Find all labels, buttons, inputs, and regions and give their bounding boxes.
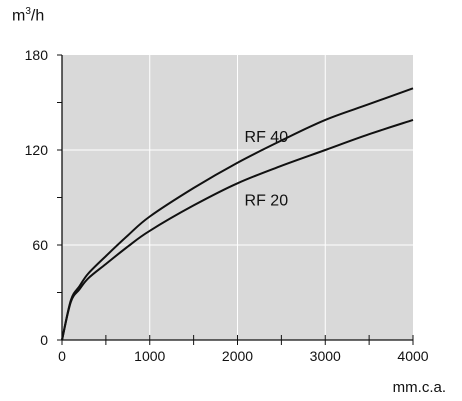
y-tick-label: 180: [25, 47, 49, 63]
x-tick-label: 2000: [222, 348, 253, 364]
y-axis-label: m3/h: [12, 6, 45, 25]
y-tick-label: 60: [32, 237, 48, 253]
series-line-rf20: [61, 118, 414, 341]
x-tick-label: 1000: [134, 348, 165, 364]
x-tick-label: 0: [58, 348, 66, 364]
x-tick-label: 3000: [310, 348, 341, 364]
series-annotation: RF 20: [245, 192, 289, 209]
y-tick-label: 120: [25, 142, 49, 158]
series-line-rf40: [61, 87, 414, 341]
x-tick-label: 4000: [397, 348, 428, 364]
series-annotation: RF 40: [245, 129, 289, 146]
y-tick-label: 0: [40, 332, 48, 348]
x-axis-label: mm.c.a.: [393, 379, 446, 396]
